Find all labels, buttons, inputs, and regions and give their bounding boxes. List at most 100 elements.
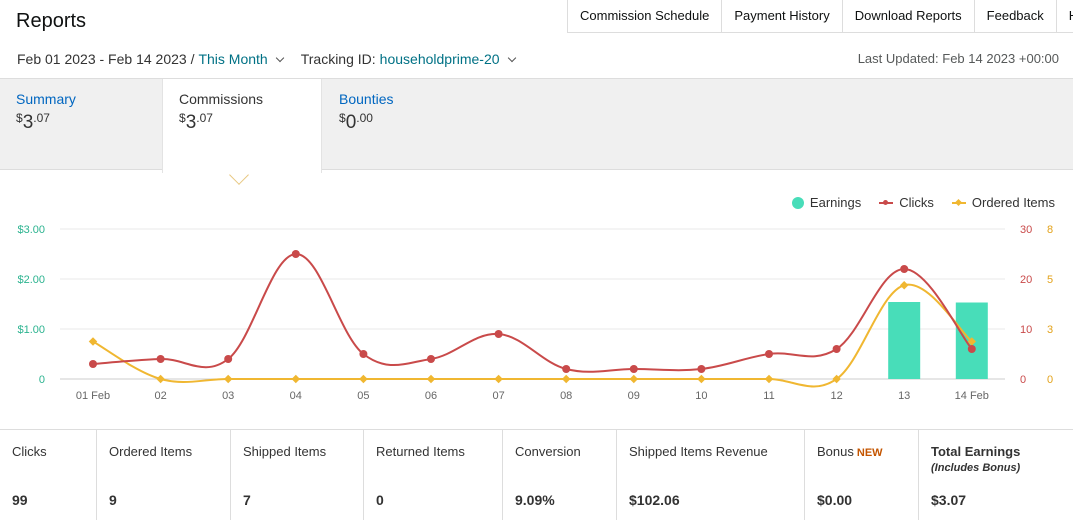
y-right-orders-tick-label: 0 [1047, 374, 1053, 386]
ordered-items-point [561, 374, 571, 384]
ordered-items-point [494, 374, 503, 384]
clicks-point [359, 350, 368, 358]
page-title: Reports [16, 10, 87, 32]
ordered-items-point [629, 374, 639, 384]
date-range-text: Feb 01 2023 - Feb 14 2023 / [17, 51, 195, 67]
clicks-point [494, 330, 503, 338]
x-tick-label: 10 [695, 390, 707, 402]
ordered-items-point [223, 374, 233, 384]
clicks-point [156, 355, 165, 363]
y-right-clicks-tick-label: 0 [1020, 374, 1026, 386]
clicks-point [967, 345, 976, 353]
stat-clicks: Clicks 99 [0, 430, 97, 520]
ordered-items-swatch-icon [951, 201, 966, 204]
x-tick-label: 14 Feb [955, 390, 989, 402]
x-tick-label: 08 [560, 390, 572, 402]
x-tick-label: 12 [830, 390, 842, 402]
stat-conversion: Conversion 9.09% [503, 430, 617, 520]
y-right-orders-tick-label: 8 [1047, 224, 1053, 236]
x-tick-label: 09 [628, 390, 640, 402]
help-link[interactable]: Help [1055, 0, 1073, 32]
new-badge: NEW [856, 447, 883, 459]
top-navigation: Commission Schedule Payment History Down… [567, 0, 1073, 33]
feedback-link[interactable]: Feedback [973, 0, 1056, 32]
tab-bounties-label: Bounties [339, 91, 394, 107]
tab-commissions[interactable]: Commissions $3.07 [162, 79, 322, 173]
chart-legend: Earnings Clicks Ordered Items [774, 195, 1055, 210]
stat-returned-items: Returned Items 0 [364, 430, 503, 520]
last-updated-text: Last Updated: Feb 14 2023 +00:00 [857, 51, 1059, 66]
ordered-items-point [832, 374, 841, 384]
clicks-point [291, 250, 300, 258]
clicks-point [629, 365, 638, 373]
y-left-tick-label: 0 [39, 374, 45, 386]
clicks-point [89, 360, 97, 368]
x-tick-label: 01 Feb [76, 390, 110, 402]
legend-ordered-items[interactable]: Ordered Items [951, 195, 1055, 210]
stat-ordered-items: Ordered Items 9 [97, 430, 231, 520]
ordered-items-point [967, 337, 977, 346]
ordered-items-point [899, 281, 909, 290]
y-right-clicks-tick-label: 30 [1020, 224, 1032, 236]
earnings-bar [888, 302, 921, 379]
clicks-point [832, 345, 841, 353]
y-left-tick-label: $1.00 [17, 324, 45, 336]
download-reports-link[interactable]: Download Reports [841, 0, 974, 32]
clicks-line [92, 252, 973, 373]
tracking-id-dropdown[interactable]: householdprime-20 [379, 51, 500, 67]
x-tick-label: 06 [425, 390, 437, 402]
ordered-items-point [88, 337, 98, 346]
ordered-items-point [697, 374, 706, 384]
chevron-down-icon[interactable] [507, 53, 516, 62]
commission-schedule-link[interactable]: Commission Schedule [580, 8, 710, 23]
report-tabs: Summary $3.07 Commissions $3.07 Bounties… [0, 78, 1073, 173]
clicks-swatch-icon [879, 199, 894, 205]
stat-total-earnings: Total Earnings (Includes Bonus) $3.07 [931, 444, 1021, 508]
x-tick-label: 13 [898, 390, 910, 402]
x-tick-label: 04 [290, 390, 302, 402]
x-tick-label: 02 [154, 390, 166, 402]
y-right-clicks-tick-label: 10 [1020, 324, 1032, 336]
chevron-down-icon[interactable] [275, 53, 284, 62]
legend-earnings[interactable]: Earnings [791, 195, 861, 210]
tab-summary-value: $3.07 [16, 111, 50, 133]
x-tick-label: 05 [357, 390, 369, 402]
x-tick-label: 07 [492, 390, 504, 402]
tab-commissions-value: $3.07 [179, 111, 213, 133]
y-left-tick-label: $3.00 [17, 224, 45, 236]
ordered-items-point [764, 374, 774, 384]
y-right-orders-tick-label: 5 [1047, 274, 1053, 286]
ordered-items-point [156, 374, 165, 384]
clicks-point [697, 365, 706, 373]
y-right-orders-tick-label: 3 [1047, 324, 1053, 336]
tab-bounties[interactable]: Bounties $0.00 [323, 79, 483, 171]
x-tick-label: 11 [763, 390, 774, 402]
tab-summary[interactable]: Summary $3.07 [0, 79, 163, 171]
clicks-point [427, 355, 435, 363]
clicks-point [765, 350, 773, 358]
stats-summary: Clicks 99 Ordered Items 9 Shipped Items … [0, 429, 1073, 520]
x-tick-label: 03 [222, 390, 234, 402]
ordered-items-point [291, 374, 301, 384]
date-range-dropdown[interactable]: This Month [198, 51, 268, 67]
ordered-items-point [426, 374, 436, 384]
payment-history-link[interactable]: Payment History [721, 0, 841, 32]
legend-clicks[interactable]: Clicks [879, 195, 934, 210]
tab-commissions-label: Commissions [179, 91, 264, 107]
clicks-point [224, 355, 233, 363]
y-left-tick-label: $2.00 [17, 274, 45, 286]
ordered-items-point [359, 374, 368, 384]
clicks-point [562, 365, 571, 373]
report-filters: Feb 01 2023 - Feb 14 2023 / This Month T… [17, 51, 516, 67]
stat-shipped-items-revenue: Shipped Items Revenue $102.06 [617, 430, 805, 520]
tracking-id-label: Tracking ID: [300, 51, 376, 67]
tab-bounties-value: $0.00 [339, 111, 373, 133]
earnings-swatch-icon [791, 196, 804, 209]
tab-summary-label: Summary [16, 91, 76, 107]
clicks-point [900, 265, 909, 273]
y-right-clicks-tick-label: 20 [1020, 274, 1032, 286]
stat-shipped-items: Shipped Items 7 [231, 430, 364, 520]
stat-bonus: Bonus NEW $0.00 [805, 430, 919, 520]
ordered-items-line [92, 283, 973, 388]
